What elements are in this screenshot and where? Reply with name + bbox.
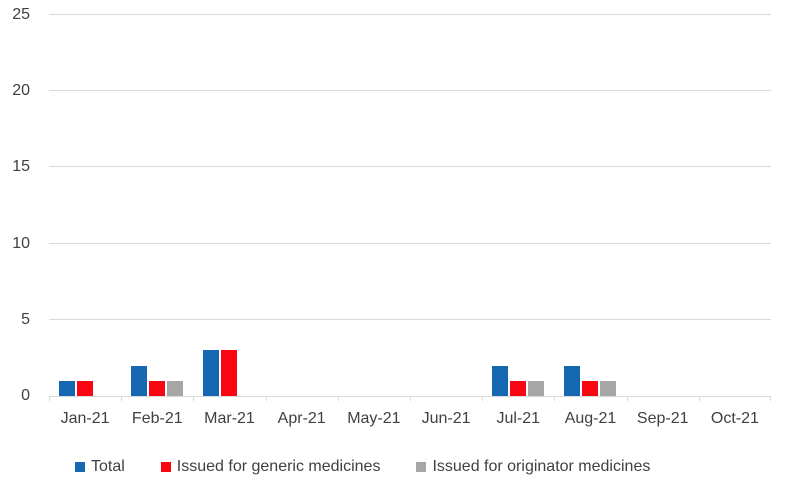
x-axis-tick-label: Apr-21 [277,410,326,427]
x-axis-tick [770,396,771,401]
bar-issued-for-originator-medicines [167,380,184,396]
x-axis-tick [266,396,267,401]
legend-label: Issued for generic medicines [176,458,381,475]
x-axis-tick-label: Aug-21 [564,410,617,427]
x-axis-tick-label: Oct-21 [710,410,759,427]
x-axis-tick-label: May-21 [347,410,401,427]
x-axis-tick-label: Jun-21 [421,410,471,427]
legend: Total Issued for generic medicines Issued … [75,458,650,476]
x-axis-tick-label: Jan-21 [60,410,110,427]
y-axis-tick-label: 25 [12,6,30,23]
bar-total [131,365,148,396]
legend-swatch-icon [416,462,427,472]
bar-total [59,380,76,396]
x-axis-tick [193,396,194,401]
bar-group-feb-21 [121,15,193,396]
bar-group-oct-21 [699,15,771,396]
legend-label: Issued for originator medicines [432,458,651,475]
bar-group-aug-21 [554,15,626,396]
y-axis-tick-label: 15 [12,158,30,176]
bar-issued-for-originator-medicines [528,380,545,396]
bar-group-sep-21 [627,15,699,396]
y-axis-tick-label: 5 [21,310,30,328]
plot-area [49,14,771,401]
bar-issued-for-generic-medicines [77,380,94,396]
bar-issued-for-generic-medicines [149,380,166,396]
x-axis-tick-label: Jul-21 [496,410,541,427]
y-axis-tick-label: 20 [12,82,30,100]
x-axis-tick-label: Mar-21 [204,410,255,427]
x-axis-tick [627,396,628,401]
bar-group-apr-21 [266,15,338,396]
legend-swatch-icon [75,462,85,472]
x-axis-tick-label: Sep-21 [636,410,689,427]
legend-swatch-icon [160,462,171,472]
bar-group-may-21 [338,15,410,396]
bar-issued-for-originator-medicines [600,380,617,396]
legend-item-issued-for-originator-medicines: Issued for originator medicines [416,458,650,476]
bar-total [492,365,509,396]
bar-issued-for-generic-medicines [221,350,238,396]
bar-total [564,365,581,396]
legend-label: Total [91,458,125,475]
y-axis-tick-label: 0 [21,387,30,404]
legend-item-issued-for-generic-medicines: Issued for generic medicines [160,458,381,476]
bar-group-jul-21 [482,15,554,396]
bar-group-mar-21 [193,15,265,396]
x-axis-tick [49,396,50,401]
bar-total [203,350,220,396]
bar-group-jan-21 [49,15,121,396]
x-axis-tick [554,396,555,401]
x-axis-tick [699,396,700,401]
bar-group-jun-21 [410,15,482,396]
bar-issued-for-generic-medicines [510,380,527,396]
x-axis-tick [338,396,339,401]
x-axis-tick [410,396,411,401]
bar-issued-for-generic-medicines [582,380,599,396]
y-axis-tick-label: 10 [12,234,30,252]
legend-item-total: Total [75,458,125,476]
x-axis-tick [121,396,122,401]
x-axis-tick [482,396,483,401]
x-axis-tick-label: Feb-21 [131,410,183,427]
